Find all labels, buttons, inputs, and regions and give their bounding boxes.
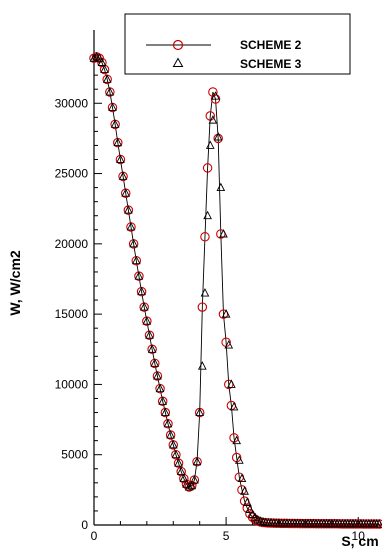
- data-point-scheme-3: [216, 182, 226, 192]
- data-point-scheme-3: [187, 480, 197, 490]
- data-point-scheme-3: [258, 517, 268, 526]
- data-point-scheme-3: [229, 401, 239, 411]
- data-point-scheme-3: [168, 439, 178, 449]
- data-point-scheme-3: [200, 288, 210, 297]
- axes: 0 5000 10000 15000 20000 25000 30000 0 5 10: [55, 30, 382, 543]
- data-point-scheme-3: [131, 255, 141, 265]
- data-point-scheme-3: [211, 91, 220, 100]
- legend-box: [124, 13, 351, 75]
- data-point-scheme-3: [158, 396, 168, 405]
- x-tick-label: 10: [352, 529, 366, 543]
- data-point-scheme-3: [121, 188, 131, 197]
- legend-label-scheme-3: SCHEME 3: [240, 57, 302, 71]
- legend-marker-scheme-3: [172, 57, 184, 67]
- data-point-scheme-3: [155, 383, 165, 393]
- data-point-scheme-3: [203, 210, 212, 220]
- data-point-scheme-3: [256, 516, 265, 525]
- x-tick-label: 5: [223, 529, 230, 543]
- data-point-scheme-2: [210, 94, 221, 104]
- data-point-scheme-3: [245, 504, 255, 513]
- data-point-scheme-3: [108, 102, 117, 111]
- data-point-scheme-3: [219, 229, 228, 238]
- series-group: [89, 51, 382, 529]
- data-point-scheme-3: [102, 74, 112, 83]
- data-point-scheme-3: [227, 379, 236, 388]
- y-tick-label: 20000: [55, 237, 89, 251]
- data-point-scheme-3: [174, 458, 183, 467]
- data-point-scheme-3: [147, 344, 157, 353]
- data-point-scheme-3: [176, 466, 186, 476]
- y-tick-label: 10000: [55, 377, 89, 391]
- data-point-scheme-3: [110, 119, 120, 128]
- data-point-scheme-3: [197, 361, 207, 370]
- data-point-scheme-3: [242, 497, 252, 506]
- data-point-scheme-3: [94, 53, 104, 62]
- data-point-scheme-3: [97, 57, 107, 66]
- data-point-scheme-3: [150, 358, 160, 367]
- data-point-scheme-3: [163, 418, 173, 428]
- data-point-scheme-3: [205, 140, 215, 149]
- data-point-scheme-3: [248, 509, 257, 518]
- data-point-scheme-3: [145, 330, 154, 339]
- data-point-scheme-2: [202, 163, 213, 173]
- data-point-scheme-3: [113, 137, 123, 147]
- data-point-scheme-3: [190, 475, 199, 484]
- series-line-scheme-2: [93, 56, 380, 525]
- data-point-scheme-3: [129, 238, 138, 248]
- y-tick-label: 25000: [55, 167, 89, 181]
- data-point-scheme-3: [89, 53, 99, 62]
- data-point-scheme-3: [179, 473, 189, 483]
- data-point-scheme-3: [240, 486, 249, 495]
- data-point-scheme-3: [208, 115, 218, 124]
- y-tick-label: 15000: [55, 307, 89, 321]
- y-tick-label: 5000: [61, 448, 88, 462]
- data-point-scheme-3: [184, 482, 194, 491]
- data-point-scheme-3: [213, 132, 223, 141]
- y-tick-label: 0: [81, 518, 88, 532]
- data-point-scheme-3: [134, 271, 144, 280]
- data-point-scheme-2: [213, 133, 223, 144]
- data-point-scheme-3: [161, 407, 170, 416]
- data-point-scheme-3: [221, 309, 231, 318]
- data-point-scheme-3: [224, 340, 234, 349]
- data-point-scheme-3: [375, 519, 382, 528]
- data-point-scheme-2: [197, 302, 208, 312]
- data-point-scheme-3: [126, 221, 136, 231]
- data-point-scheme-3: [118, 171, 128, 180]
- legend-marker-scheme-2: [172, 39, 184, 51]
- y-tick-label: 30000: [55, 96, 89, 110]
- data-point-scheme-3: [105, 87, 115, 96]
- x-axis-title: S, cm: [341, 533, 378, 549]
- data-point-scheme-3: [100, 64, 109, 73]
- data-point-scheme-3: [137, 286, 146, 296]
- data-point-scheme-3: [166, 430, 175, 439]
- data-point-scheme-2: [205, 111, 216, 121]
- data-point-scheme-3: [195, 407, 205, 416]
- data-point-scheme-2: [200, 232, 210, 242]
- data-point-scheme-3: [232, 435, 242, 445]
- legend-label-scheme-2: SCHEME 2: [240, 38, 302, 52]
- data-point-scheme-3: [139, 302, 149, 311]
- y-axis-title: W, W/cm2: [7, 250, 23, 316]
- data-point-scheme-3: [171, 449, 181, 459]
- data-point-scheme-3: [153, 371, 162, 380]
- data-point-scheme-3: [234, 455, 244, 464]
- data-point-scheme-3: [192, 456, 202, 466]
- data-point-scheme-3: [142, 316, 152, 325]
- data-point-scheme-3: [116, 154, 125, 163]
- data-point-scheme-3: [124, 205, 133, 214]
- x-tick-label: 0: [91, 529, 98, 543]
- legend: SCHEME 2 SCHEME 3: [124, 13, 351, 75]
- data-point-scheme-3: [237, 473, 247, 483]
